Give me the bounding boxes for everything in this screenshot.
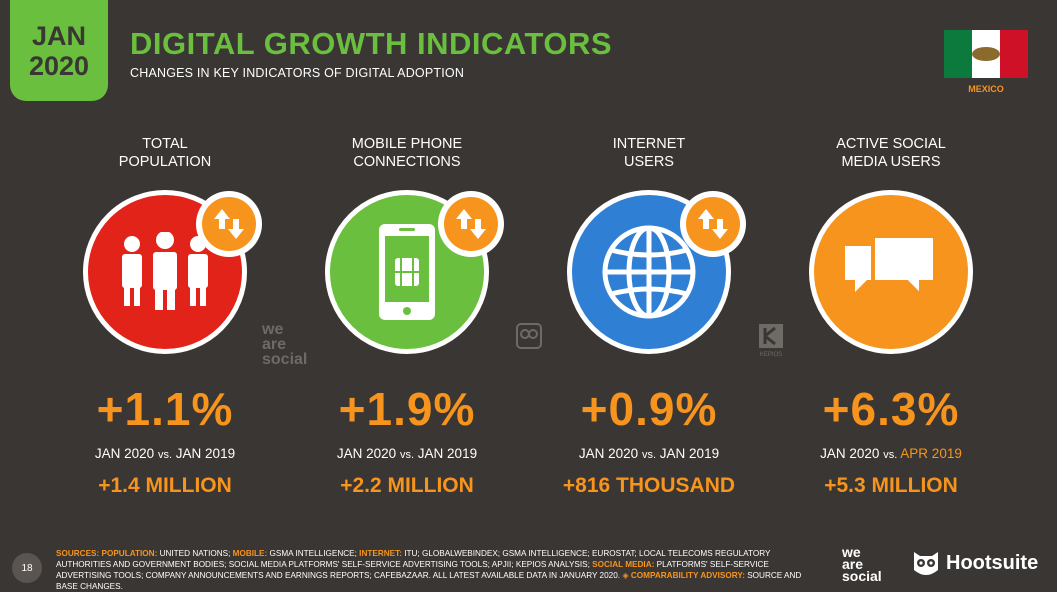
- indicator-label: ACTIVE SOCIAL MEDIA USERS: [836, 136, 946, 170]
- indicator-label: INTERNET USERS: [612, 136, 686, 170]
- date-tab: JAN 2020: [10, 0, 108, 101]
- kepios-watermark: KEPIOS: [756, 323, 786, 358]
- page-number: 18: [12, 553, 42, 583]
- change-percent: +0.9%: [580, 383, 718, 435]
- chat-bubbles-icon: [809, 190, 973, 354]
- page-title: DIGITAL GROWTH INDICATORS: [130, 26, 613, 61]
- change-absolute: +816 THOUSAND: [562, 474, 736, 497]
- indicator-label: MOBILE PHONE CONNECTIONS: [351, 136, 463, 170]
- we-are-social-watermark: we are social: [262, 321, 308, 368]
- change-percent: +1.1%: [96, 383, 234, 435]
- date-month: JAN: [31, 20, 86, 51]
- comparison-period: JAN 2020 vs. APR 2019: [820, 446, 962, 461]
- sources-text: SOURCES: POPULATION: UNITED NATIONS; MOB…: [56, 549, 802, 591]
- comparison-period: JAN 2020 vs. JAN 2019: [336, 446, 478, 461]
- kepios-logo-icon: [759, 324, 783, 348]
- mexico-flag-icon: [944, 30, 1028, 78]
- up-down-arrows-icon: [196, 191, 262, 257]
- change-absolute: +2.2 MILLION: [340, 474, 474, 497]
- country-label: MEXICO: [968, 84, 1004, 94]
- comparison-period: JAN 2020 vs. JAN 2019: [578, 446, 720, 461]
- change-percent: +1.9%: [338, 383, 476, 435]
- hootsuite-owl-watermark-icon: [516, 323, 542, 354]
- change-percent: +6.3%: [822, 383, 960, 435]
- we-are-social-logo: we are social: [842, 544, 882, 584]
- up-down-arrows-icon: [680, 191, 746, 257]
- hootsuite-logo: Hootsuite: [912, 548, 1038, 578]
- owl-icon: [914, 552, 938, 575]
- up-down-arrows-icon: [438, 191, 504, 257]
- change-absolute: +1.4 MILLION: [98, 474, 232, 497]
- comparison-period: JAN 2020 vs. JAN 2019: [94, 446, 236, 461]
- page-subtitle: CHANGES IN KEY INDICATORS OF DIGITAL ADO…: [130, 66, 465, 80]
- date-year: 2020: [28, 50, 90, 81]
- indicator-label: TOTAL POPULATION: [118, 136, 212, 170]
- change-absolute: +5.3 MILLION: [824, 474, 958, 497]
